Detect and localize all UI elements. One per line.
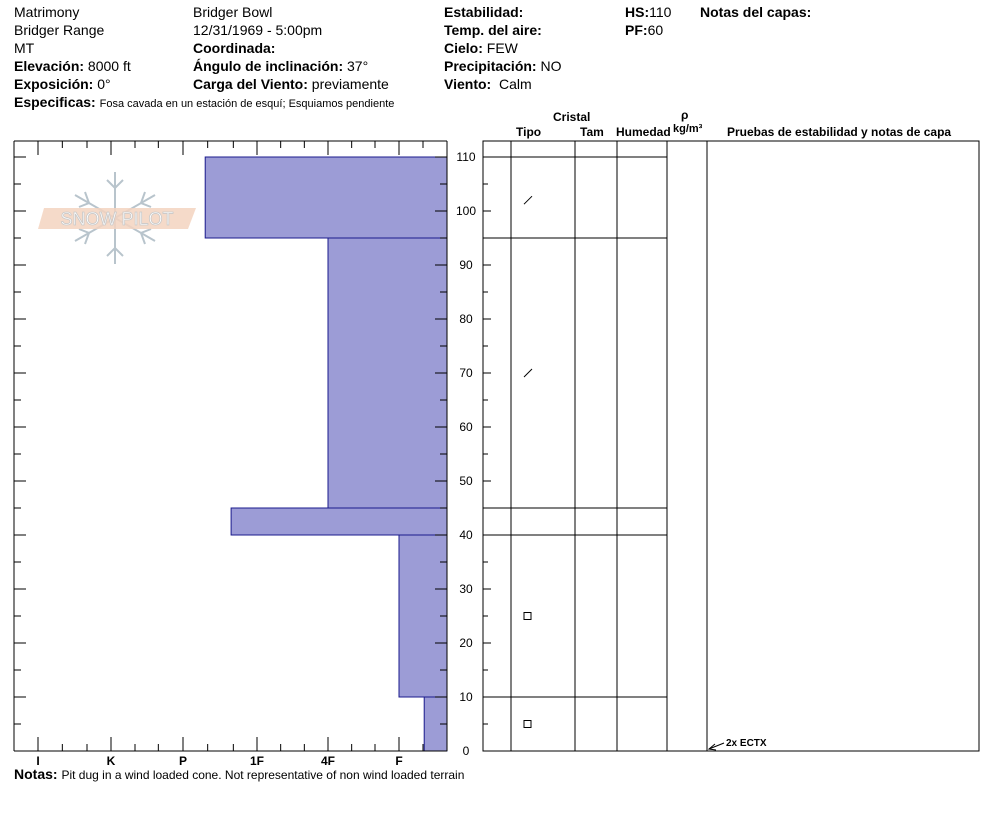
air-temp-label: Temp. del aire: xyxy=(444,22,542,38)
slope-row: Ángulo de inclinación: 37° xyxy=(193,58,368,74)
depth-tick-label: 20 xyxy=(459,636,473,650)
slope-label: Ángulo de inclinación: xyxy=(193,58,344,74)
density-unit-header: kg/m³ xyxy=(673,123,703,135)
slope-value: 37° xyxy=(347,58,369,74)
hardness-tick-label: P xyxy=(179,754,187,768)
stability-test-label: 2x ECTX xyxy=(726,738,767,749)
pf-label: PF: xyxy=(625,22,648,38)
table-frame xyxy=(482,140,980,752)
depth-tick-label: 110 xyxy=(456,150,475,164)
precip-row: Precipitación: NO xyxy=(444,58,561,74)
depth-tick-label: 40 xyxy=(459,528,473,542)
observation-datetime: 12/31/1969 - 5:00pm xyxy=(193,22,323,38)
hardness-tick-label: 4F xyxy=(321,754,335,768)
depth-tick-label: 60 xyxy=(459,420,473,434)
hardness-bars xyxy=(204,156,448,752)
layer-notes-label: Notas del capas: xyxy=(700,4,812,20)
site-name: Matrimony xyxy=(14,4,80,20)
wind-load-value: previamente xyxy=(311,76,389,92)
snowpilot-logo: SNOW PILOT xyxy=(38,172,196,264)
crystal-header: Cristal xyxy=(553,110,591,124)
hardness-tick-label: K xyxy=(107,754,116,768)
wind-load-label: Carga del Viento: xyxy=(193,76,308,92)
grain-slash-symbol xyxy=(523,195,533,205)
hardness-bar-3 xyxy=(398,534,448,698)
size-header: Tam xyxy=(580,125,604,139)
pf-row: PF:60 xyxy=(625,22,663,38)
grain-square-symbol xyxy=(523,612,532,620)
elevation-label: Elevación: xyxy=(14,58,85,74)
stability-label: Estabilidad: xyxy=(444,4,524,20)
depth-tick-label: 80 xyxy=(459,312,473,326)
precip-value: NO xyxy=(540,58,562,74)
elevation-row: Elevación: 8000 ft xyxy=(14,58,131,74)
watermark-text: SNOW PILOT xyxy=(60,209,173,229)
type-header: Tipo xyxy=(516,125,542,139)
hardness-tick-label: I xyxy=(36,754,39,768)
aspect-label: Exposición: xyxy=(14,76,94,92)
state-name: MT xyxy=(14,40,35,56)
grain-square-symbol xyxy=(523,720,532,728)
notes-row: Notas: Pit dug in a wind loaded cone. No… xyxy=(14,766,464,783)
depth-tick-label: 30 xyxy=(459,582,473,596)
depth-tick-label: 70 xyxy=(459,366,473,380)
aspect-row: Exposición: 0° xyxy=(14,76,111,92)
wind-load-row: Carga del Viento: previamente xyxy=(193,76,389,92)
precip-label: Precipitación: xyxy=(444,58,537,74)
specifics-label: Especificas: xyxy=(14,94,96,110)
depth-tick-label: 50 xyxy=(459,474,473,488)
hardness-bar-0 xyxy=(204,156,448,239)
hardness-tick-label: 1F xyxy=(250,754,264,768)
specifics-value: Fosa cavada en un estación de esquí; Esq… xyxy=(99,98,395,110)
specifics-row: Especificas: Fosa cavada en un estación … xyxy=(14,94,394,112)
sky-value: FEW xyxy=(486,40,518,56)
hs-label: HS: xyxy=(625,4,650,20)
coordinate-label: Coordinada: xyxy=(193,40,276,56)
test-pointer-line xyxy=(708,742,725,750)
notes-value: Pit dug in a wind loaded cone. Not repre… xyxy=(61,768,465,782)
tests-header: Pruebas de estabilidad y notas de capa xyxy=(727,125,952,139)
rho-header: ρ xyxy=(681,108,689,122)
depth-tick-label: 0 xyxy=(463,744,470,758)
depth-tick-label: 100 xyxy=(456,204,476,218)
test-pointer-arrowhead xyxy=(707,743,717,751)
wind-value: Calm xyxy=(498,76,532,92)
moisture-header: Humedad xyxy=(616,125,671,139)
wind-label: Viento: xyxy=(444,76,492,92)
depth-tick-label: 90 xyxy=(459,258,473,272)
hs-row: HS:110 xyxy=(625,4,671,20)
hs-value: 110 xyxy=(649,4,672,20)
wind-row: Viento: Calm xyxy=(444,76,532,92)
grain-slash-symbol xyxy=(523,368,533,378)
aspect-value: 0° xyxy=(97,76,111,92)
notes-label: Notas: xyxy=(14,766,58,782)
layer-table: 2x ECTX xyxy=(482,140,980,752)
depth-tick-label: 10 xyxy=(459,690,473,704)
sky-label: Cielo: xyxy=(444,40,483,56)
hardness-bar-1 xyxy=(327,237,448,509)
range-name: Bridger Range xyxy=(14,22,105,38)
area-name: Bridger Bowl xyxy=(193,4,273,20)
hardness-bar-2 xyxy=(230,507,448,536)
sky-row: Cielo: FEW xyxy=(444,40,518,56)
hardness-tick-label: F xyxy=(395,754,402,768)
elevation-value: 8000 ft xyxy=(87,58,131,74)
pf-value: 60 xyxy=(647,22,664,38)
